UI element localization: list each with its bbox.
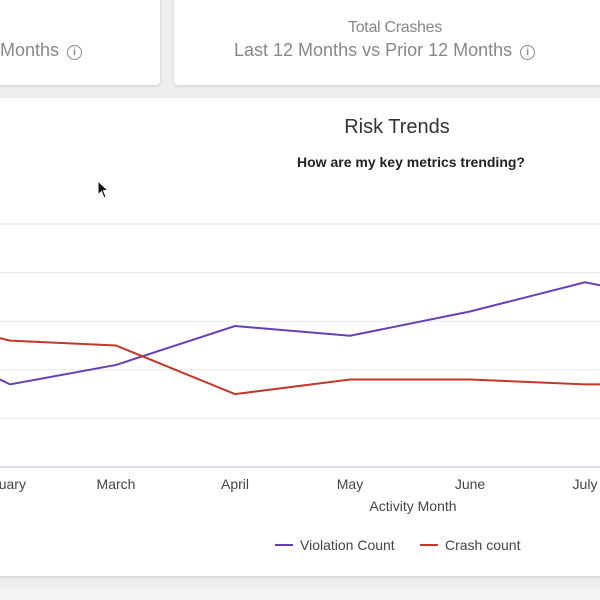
kpi-right-title: Total Crashes bbox=[348, 19, 442, 36]
legend-swatch bbox=[420, 544, 438, 546]
kpi-right-subtitle: Last 12 Months vs Prior 12 Months bbox=[234, 40, 513, 60]
series-line-crash-count[interactable] bbox=[0, 336, 600, 396]
x-tick-label: May bbox=[337, 476, 363, 492]
kpi-left-subtitle: Months bbox=[0, 40, 60, 60]
info-icon[interactable]: i bbox=[520, 45, 536, 60]
legend-violation-count[interactable]: Violation Count bbox=[275, 537, 395, 553]
x-tick-label: ruary bbox=[0, 476, 26, 492]
x-tick-label: July bbox=[573, 476, 598, 492]
legend-label: Crash count bbox=[445, 537, 521, 553]
info-icon[interactable]: i bbox=[67, 45, 83, 60]
legend-swatch bbox=[275, 544, 293, 546]
legend-crash-count[interactable]: Crash count bbox=[420, 537, 520, 553]
legend-label: Violation Count bbox=[300, 537, 395, 553]
chart-subtitle: How are my key metrics trending? bbox=[297, 154, 525, 170]
kpi-card-total-crashes: Total Crashes Last 12 Months vs Prior 12… bbox=[174, 0, 600, 85]
x-tick-label: June bbox=[455, 476, 486, 492]
mouse-cursor-icon bbox=[97, 180, 110, 199]
bottom-bar bbox=[0, 588, 600, 600]
risk-trends-card bbox=[0, 98, 600, 576]
series-line-violation-count[interactable] bbox=[0, 281, 600, 386]
chart-title: Risk Trends bbox=[344, 116, 450, 138]
x-tick-label: March bbox=[97, 476, 136, 492]
x-tick-label: April bbox=[221, 476, 249, 492]
kpi-card-left: Months i bbox=[0, 0, 160, 85]
x-axis-label: Activity Month bbox=[369, 498, 456, 514]
